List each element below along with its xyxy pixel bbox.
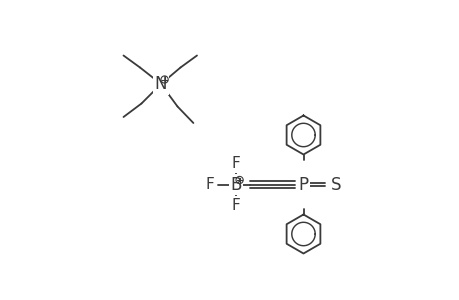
Text: P: P [298, 176, 308, 194]
Text: S: S [330, 176, 340, 194]
Text: B: B [230, 176, 241, 194]
Text: F: F [231, 156, 240, 171]
Text: N: N [154, 75, 167, 93]
Text: F: F [231, 198, 240, 213]
Text: F: F [206, 177, 214, 192]
